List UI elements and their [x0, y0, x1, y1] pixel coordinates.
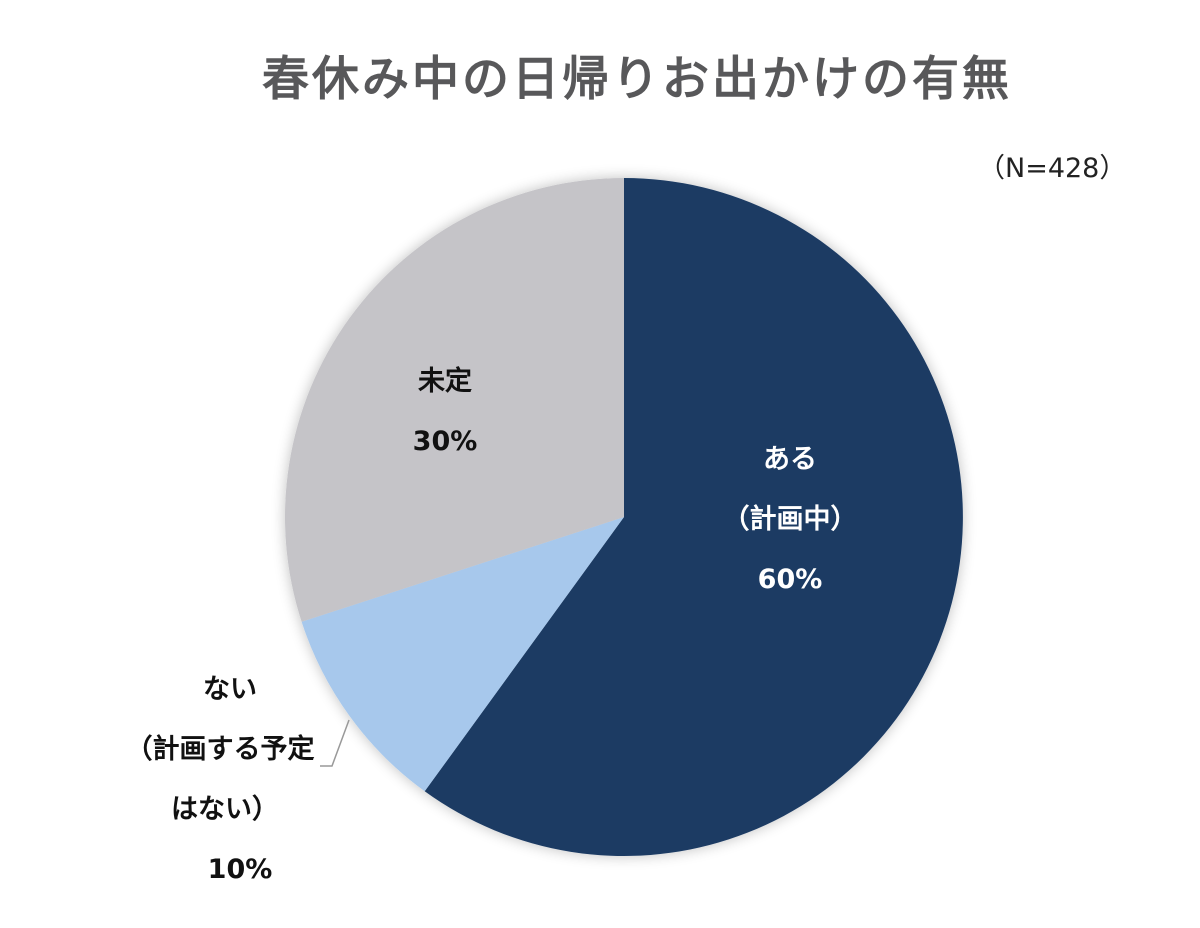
label-undecided: 未定 30% [370, 352, 520, 472]
sample-size-label: （N=428） [978, 153, 1127, 184]
slice-no [301, 517, 624, 792]
label-no-line2: （計画する予定 [125, 734, 315, 765]
slice-undecided [284, 178, 624, 622]
label-yes: ある （計画中） 60% [690, 430, 890, 610]
label-undecided-line1: 未定 [418, 366, 472, 397]
label-no-pct: 10% [207, 854, 273, 885]
label-no: ない （計画する予定 はない） 10% [80, 660, 360, 900]
label-yes-line2: （計画中） [722, 504, 858, 535]
label-yes-pct: 60% [757, 564, 823, 595]
label-no-line1: ない [203, 674, 257, 705]
leader-line [320, 719, 350, 767]
chart-title: 春休み中の日帰りお出かけの有無 [262, 52, 1012, 107]
label-no-line3: はない） [171, 794, 279, 825]
label-undecided-pct: 30% [412, 426, 478, 457]
label-yes-line1: ある [763, 444, 817, 475]
slice-yes [424, 178, 963, 856]
